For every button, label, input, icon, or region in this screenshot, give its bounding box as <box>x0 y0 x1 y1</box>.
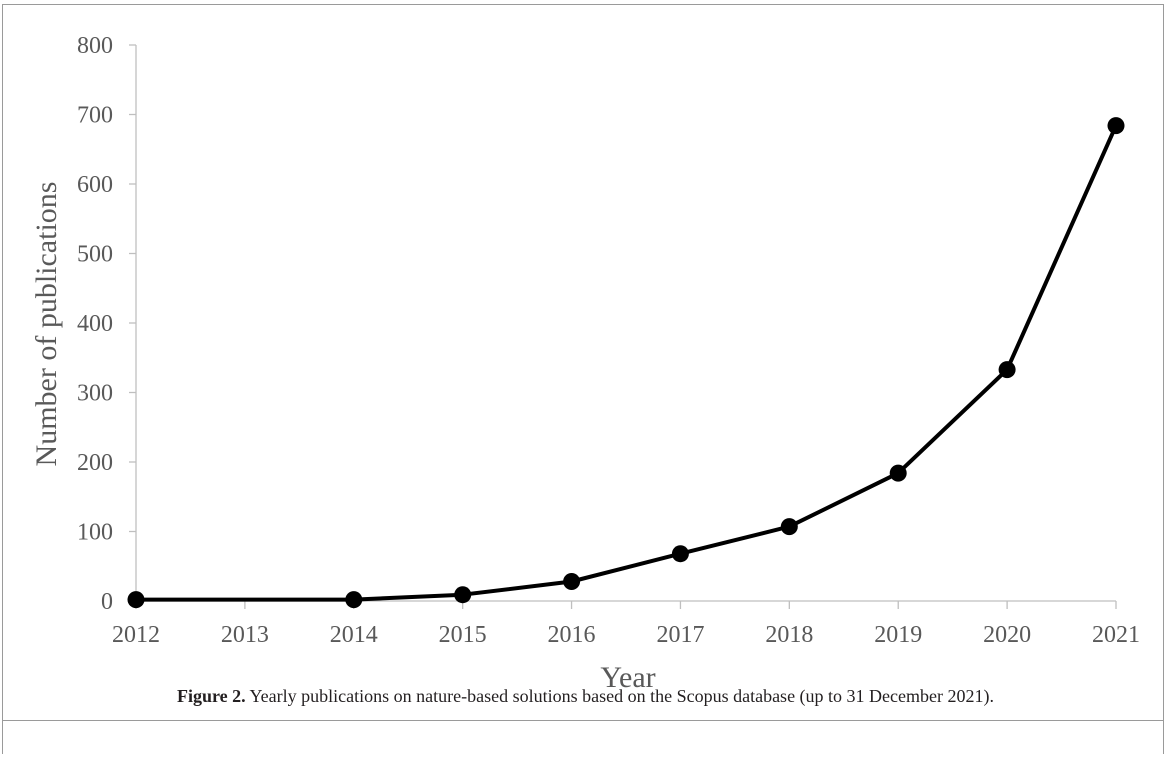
data-point-2014 <box>345 591 363 609</box>
x-tick-label: 2017 <box>656 622 704 648</box>
figure-caption: Figure 2. Yearly publications on nature-… <box>0 686 1171 707</box>
data-point-2021 <box>1107 117 1125 135</box>
series-publications <box>127 117 1125 609</box>
data-point-2015 <box>454 586 472 604</box>
data-point-2017 <box>671 545 689 563</box>
data-point-2012 <box>127 591 145 609</box>
figure-caption-label: Figure 2. <box>176 686 246 706</box>
figure-frame-bottom <box>2 720 1163 721</box>
x-tick-label: 2019 <box>874 622 922 648</box>
y-tick-label: 100 <box>77 520 113 546</box>
x-tick-label: 2021 <box>1092 622 1140 648</box>
y-tick-label: 800 <box>77 33 113 59</box>
x-tick-label: 2020 <box>983 622 1031 648</box>
y-tick-label: 700 <box>77 103 113 129</box>
y-axis: 0 100 200 300 400 500 600 700 800 <box>77 33 137 615</box>
data-point-2020 <box>998 361 1016 379</box>
y-axis-title: Number of publications <box>30 182 63 467</box>
data-point-2019 <box>889 464 907 482</box>
x-tick-label: 2015 <box>439 622 487 648</box>
y-tick-label: 500 <box>77 242 113 268</box>
x-tick-label: 2018 <box>765 622 813 648</box>
x-axis-title: Year <box>600 661 655 694</box>
x-axis: 2012 2013 2014 2015 2016 2017 2018 2019 2020 2021 <box>112 600 1140 648</box>
figure-frame-top <box>2 4 1163 5</box>
y-tick-label: 600 <box>77 172 113 198</box>
figure-caption-text: Yearly publications on nature-based solu… <box>245 686 994 706</box>
y-tick-label: 200 <box>77 450 113 476</box>
y-tick-label: 300 <box>77 381 113 407</box>
data-point-2016 <box>563 573 581 590</box>
y-tick-label: 400 <box>77 311 113 337</box>
x-tick-label: 2012 <box>112 622 160 648</box>
data-point-2018 <box>780 518 798 536</box>
x-tick-label: 2016 <box>548 622 596 648</box>
figure-frame-right <box>1163 4 1164 754</box>
series-line <box>134 123 1118 602</box>
x-tick-label: 2013 <box>221 622 269 648</box>
y-tick-label: 0 <box>101 589 113 615</box>
x-tick-label: 2014 <box>330 622 378 648</box>
figure-frame-left <box>2 4 3 754</box>
